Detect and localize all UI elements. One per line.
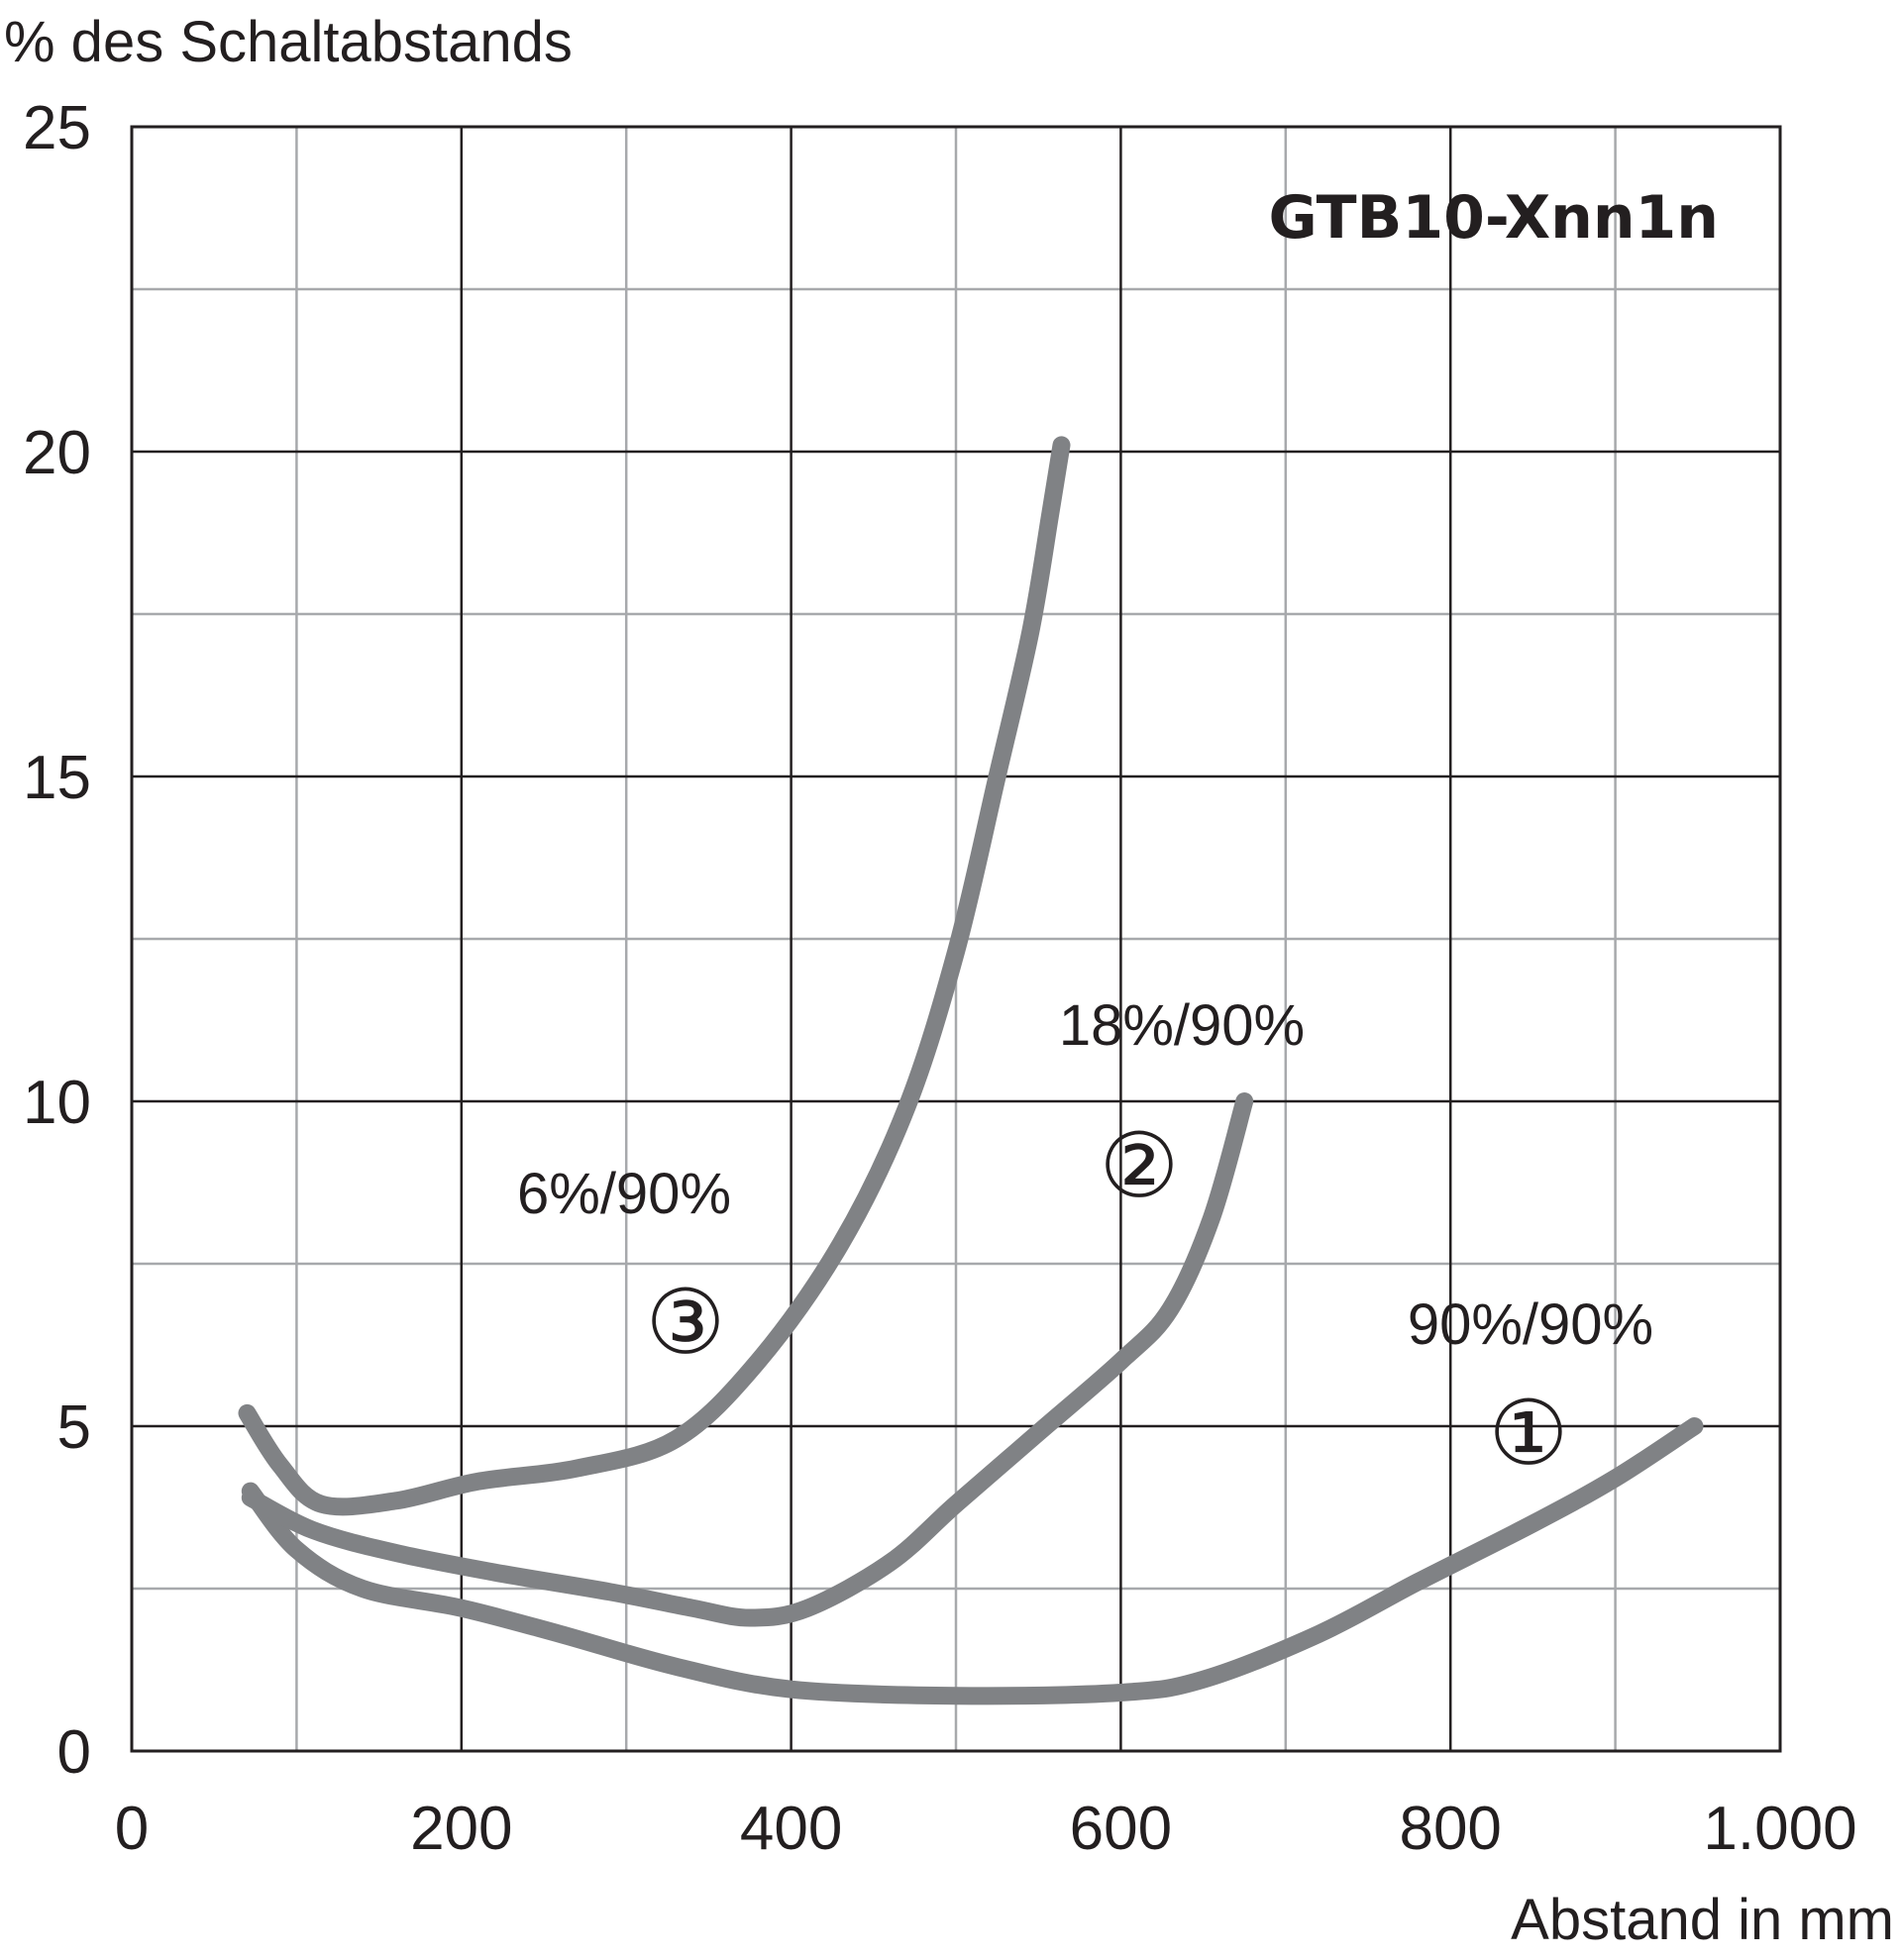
x-tick-label: 400	[740, 1795, 842, 1863]
plot-frame	[130, 125, 1782, 1753]
series-line-1	[241, 1417, 1704, 1705]
series-line-3	[238, 436, 1071, 1516]
x-tick-labels: 0 200 400 600 800 1.000	[115, 1795, 1857, 1863]
curve-label-90-90: 90%/90%	[1408, 1292, 1653, 1357]
y-tick-label: 5	[57, 1393, 91, 1462]
y-tick-label: 25	[23, 94, 91, 162]
y-tick-label: 10	[23, 1069, 91, 1137]
curve-marker-1: ①	[1489, 1385, 1569, 1484]
x-tick-label: 200	[410, 1795, 512, 1863]
curves	[238, 436, 1704, 1705]
y-tick-label: 15	[23, 744, 91, 812]
x-axis-label: Abstand in mm	[1511, 1888, 1894, 1952]
x-tick-label: 1.000	[1703, 1795, 1856, 1863]
curve-label-18-90: 18%/90%	[1059, 993, 1305, 1058]
curve-marker-2: ②	[1100, 1117, 1180, 1216]
y-tick-labels: 0 5 10 15 20 25	[23, 94, 91, 1787]
x-tick-label: 0	[115, 1795, 149, 1863]
minor-grid	[132, 127, 1780, 1751]
series-line-2	[241, 1092, 1254, 1627]
y-tick-label: 0	[57, 1718, 91, 1787]
x-tick-label: 600	[1070, 1795, 1172, 1863]
curve-label-6-90: 6%/90%	[517, 1162, 731, 1226]
curve-marker-3: ③	[646, 1274, 726, 1373]
y-tick-label: 20	[23, 419, 91, 487]
chart-title: GTB10-Xnn1n	[1268, 183, 1719, 253]
y-axis-label: % des Schaltabstands	[4, 10, 573, 74]
x-tick-label: 800	[1399, 1795, 1501, 1863]
